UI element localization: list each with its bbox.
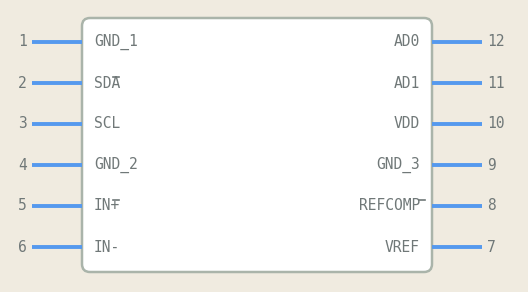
Text: SDA: SDA (94, 76, 120, 91)
Text: 8: 8 (487, 199, 496, 213)
Text: 6: 6 (18, 239, 27, 255)
FancyBboxPatch shape (82, 18, 432, 272)
Text: GND_2: GND_2 (94, 157, 138, 173)
Text: 7: 7 (487, 239, 496, 255)
Text: IN-: IN- (94, 239, 120, 255)
Text: 10: 10 (487, 117, 504, 131)
Text: 3: 3 (18, 117, 27, 131)
Text: AD1: AD1 (394, 76, 420, 91)
Text: SCL: SCL (94, 117, 120, 131)
Text: 5: 5 (18, 199, 27, 213)
Text: 11: 11 (487, 76, 504, 91)
Text: 1: 1 (18, 34, 27, 50)
Text: IN+: IN+ (94, 199, 120, 213)
Text: 9: 9 (487, 157, 496, 173)
Text: 2: 2 (18, 76, 27, 91)
Text: VREF: VREF (385, 239, 420, 255)
Text: 4: 4 (18, 157, 27, 173)
Text: REFCOMP: REFCOMP (359, 199, 420, 213)
Text: GND_1: GND_1 (94, 34, 138, 50)
Text: GND_3: GND_3 (376, 157, 420, 173)
Text: 12: 12 (487, 34, 504, 50)
Text: VDD: VDD (394, 117, 420, 131)
Text: AD0: AD0 (394, 34, 420, 50)
